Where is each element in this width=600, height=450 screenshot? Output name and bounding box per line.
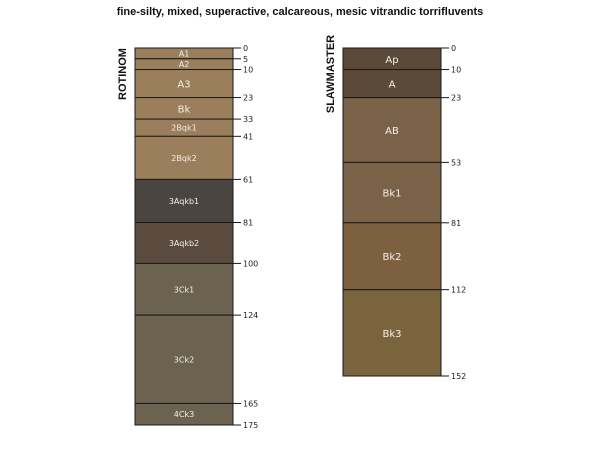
depth-label: 81 [451, 219, 461, 228]
horizon-label: 2Bqk2 [171, 154, 196, 163]
horizon-bk1 [342, 161, 442, 224]
horizon-bk3 [342, 289, 442, 377]
horizon-label: 2Bqk1 [171, 124, 196, 133]
profile-slawmaster: SLAWMASTER Ap A AB Bk1 Bk2 Bk3 0 10 23 53 81 112 152 [325, 35, 466, 381]
horizon-a3 [134, 69, 234, 99]
depth-label: 10 [451, 66, 461, 75]
horizon-4ck3 [134, 402, 234, 426]
profile-rotinom: ROTINOM A1 A2 A3 Bk 2Bqk1 2Bqk2 3Aqkb1 3Aqkb2 3Ck… [117, 44, 258, 430]
horizon-label: Bk3 [382, 329, 401, 340]
horizon-3ck2 [134, 314, 234, 404]
depth-label: 33 [243, 115, 253, 124]
depth-label: 10 [243, 66, 253, 75]
horizon-label: 3Ck2 [174, 355, 194, 364]
depth-label: 53 [451, 158, 461, 167]
depth-label: 61 [243, 175, 253, 184]
depth-label: 81 [243, 218, 253, 227]
horizon-3aqkb1 [134, 178, 234, 223]
depth-label: 100 [243, 259, 258, 268]
horizon-label: 4Ck3 [174, 410, 194, 419]
horizon-3aqkb2 [134, 221, 234, 264]
depth-label: 0 [451, 44, 456, 53]
horizon-2bqk2 [134, 135, 234, 180]
horizon-label: A2 [179, 60, 190, 69]
horizon-ab [342, 97, 442, 163]
horizon-label: Bk1 [382, 189, 401, 200]
horizon-label: Ap [385, 55, 398, 66]
depth-label: 175 [243, 421, 258, 430]
horizon-label: A1 [179, 49, 190, 58]
horizon-a [342, 69, 442, 99]
profile-name-label: ROTINOM [117, 48, 129, 100]
depth-label: 0 [243, 44, 248, 53]
depth-label: 23 [451, 94, 461, 103]
horizon-label: A [389, 80, 396, 91]
horizon-label: 3Aqkb1 [169, 197, 199, 206]
horizon-label: Bk [178, 104, 191, 115]
horizon-3ck1 [134, 262, 234, 316]
horizon-label: Bk2 [382, 252, 401, 263]
profile-name-label: SLAWMASTER [325, 35, 337, 113]
figure-title: fine-silty, mixed, superactive, calcareo… [116, 6, 484, 18]
depth-label: 124 [243, 311, 258, 320]
depth-label: 152 [451, 372, 466, 381]
horizon-label: 3Aqkb2 [169, 239, 199, 248]
depth-label: 23 [243, 94, 253, 103]
horizon-label: 3Ck1 [174, 285, 194, 294]
horizon-bk2 [342, 222, 442, 291]
depth-label: 41 [243, 132, 253, 141]
depth-label: 165 [243, 399, 258, 408]
horizon-label: A3 [177, 80, 190, 91]
depth-label: 5 [243, 55, 248, 64]
depth-label: 112 [451, 286, 466, 295]
horizon-label: AB [385, 126, 399, 137]
